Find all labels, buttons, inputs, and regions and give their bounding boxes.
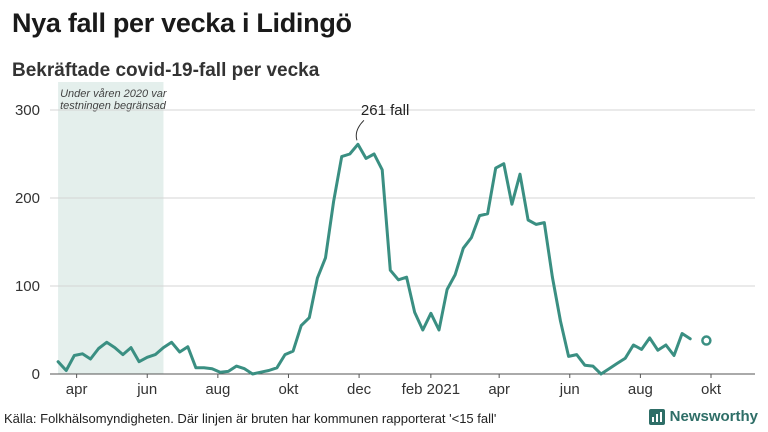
x-tick-label: jun bbox=[136, 381, 157, 398]
chart-title: Nya fall per vecka i Lidingö bbox=[12, 8, 352, 38]
annotation-leader bbox=[355, 119, 365, 141]
y-tick-label: 300 bbox=[15, 102, 40, 119]
annotation-label: 261 fall bbox=[361, 102, 409, 119]
x-tick-label: feb 2021 bbox=[402, 381, 460, 398]
brand-logo[interactable]: Newsworthy bbox=[648, 408, 758, 425]
chart-subtitle: Bekräftade covid-19-fall per vecka bbox=[12, 60, 320, 81]
x-axis-ticks: apr jun aug okt dec feb 2021 apr jun aug okt bbox=[66, 374, 722, 398]
x-tick-label: dec bbox=[347, 381, 372, 398]
highlight-region bbox=[58, 82, 164, 374]
x-tick-label: okt bbox=[701, 381, 722, 398]
annotation-group: 261 fall bbox=[355, 102, 409, 141]
highlight-region-label: testningen begränsad bbox=[60, 100, 167, 112]
x-tick-label: apr bbox=[66, 381, 88, 398]
x-tick-label: jun bbox=[559, 381, 580, 398]
highlight-region-label: Under våren 2020 var bbox=[60, 88, 168, 100]
x-tick-label: aug bbox=[628, 381, 653, 398]
data-point bbox=[701, 335, 712, 346]
bar-chart-logo-icon bbox=[648, 408, 665, 425]
x-tick-label: aug bbox=[205, 381, 230, 398]
y-tick-label: 100 bbox=[15, 278, 40, 295]
series-line bbox=[56, 142, 692, 376]
x-tick-label: okt bbox=[278, 381, 299, 398]
y-tick-label: 200 bbox=[15, 190, 40, 207]
x-tick-label: apr bbox=[488, 381, 510, 398]
y-tick-label: 0 bbox=[32, 366, 40, 383]
source-note: Källa: Folkhälsomyndigheten. Där linjen … bbox=[4, 411, 497, 426]
series-group bbox=[56, 142, 712, 376]
gridlines bbox=[50, 109, 755, 375]
brand-name: Newsworthy bbox=[669, 408, 758, 425]
y-axis-ticks: 0 100 200 300 bbox=[15, 102, 40, 383]
